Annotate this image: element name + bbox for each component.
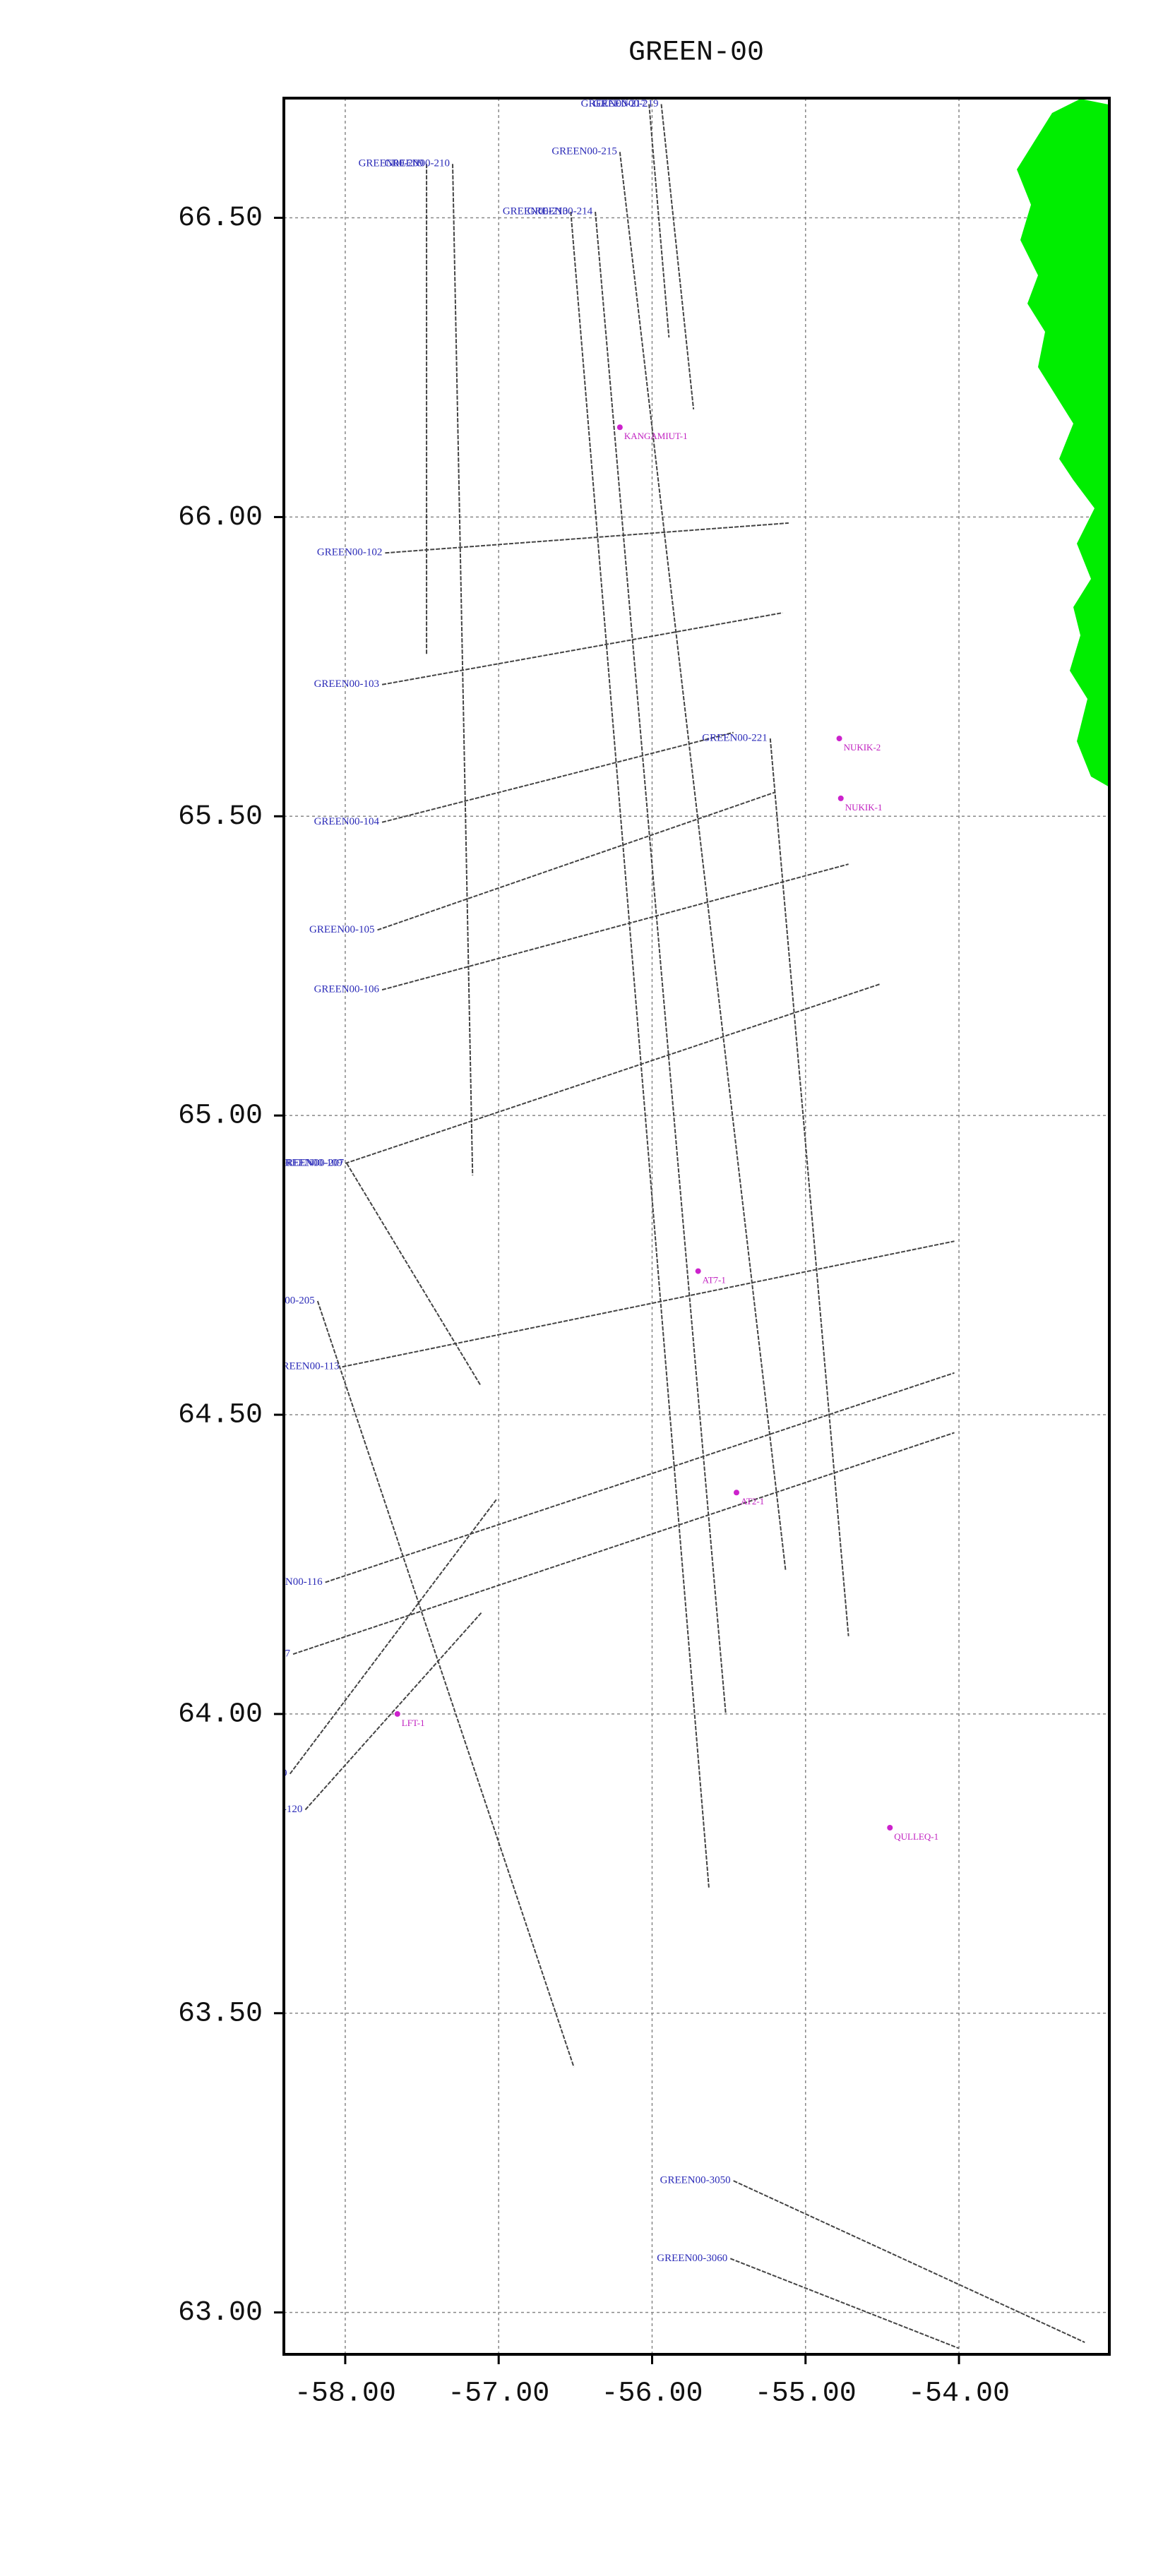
survey-line [381, 731, 734, 823]
line-label: GREEN00-109 [277, 1157, 342, 1168]
well [394, 1711, 400, 1717]
survey-line [385, 522, 789, 554]
survey-line [452, 164, 474, 1175]
y-tick-label: 63.50 [178, 1998, 263, 2030]
line-label: GREEN00-105 [309, 924, 375, 935]
line-label: GREEN00-3050 [660, 2175, 731, 2186]
line-label: GREEN00-120 [237, 1804, 303, 1815]
y-tick-label: 65.00 [178, 1101, 263, 1132]
line-label: GREEN00-213 [503, 206, 568, 217]
line-label: GREEN00-103 [314, 678, 380, 690]
survey-line [381, 863, 849, 991]
land [1017, 99, 1109, 787]
line-label: GREEN00-117 [225, 1648, 290, 1660]
survey-line [733, 2180, 1085, 2343]
survey-line [316, 1300, 575, 2068]
well [733, 1490, 739, 1496]
well-label: LFT-1 [402, 1718, 425, 1728]
survey-line [570, 211, 710, 1888]
landmass [1017, 99, 1109, 787]
survey-line [769, 738, 849, 1636]
plot-area: GREEN00-102 GREEN00-103 GREEN00-104 GREEN00… [222, 98, 1085, 2349]
y-tick-label: 66.50 [178, 203, 263, 234]
line-label: GREEN00-210 [385, 158, 451, 169]
well-label: AT7-1 [703, 1275, 726, 1286]
y-tick-label: 64.00 [178, 1699, 263, 1730]
line-label: GREEN00-205 [249, 1295, 315, 1306]
x-tick-label: -58.00 [294, 2378, 396, 2410]
well [616, 424, 623, 431]
line-label: GREEN00-119 [222, 1768, 287, 1779]
line-label: GREEN00-102 [317, 547, 383, 558]
line-label: GREEN00-219 [593, 98, 659, 109]
x-tick-label: -57.00 [448, 2378, 549, 2410]
line-label: GREEN00-106 [314, 984, 380, 995]
line-label: GREEN00-3060 [657, 2253, 727, 2264]
x-tick-label: -56.00 [601, 2378, 703, 2410]
survey-line [648, 104, 670, 338]
survey-line [289, 1498, 498, 1775]
survey-line [595, 211, 727, 1714]
line-label: GREEN00-214 [527, 206, 593, 217]
line-label: GREEN00-207 [279, 1157, 345, 1168]
chart-title: GREEN-00 [628, 37, 764, 69]
y-tick-label: 66.00 [178, 502, 263, 534]
line-label: GREEN00-209 [359, 158, 424, 169]
x-tick-label: -54.00 [908, 2378, 1010, 2410]
survey-line [292, 1432, 955, 1655]
survey-line [619, 152, 787, 1571]
line-label: GREEN00-113 [275, 1361, 340, 1372]
survey-line [304, 1612, 483, 1811]
well [836, 736, 842, 742]
y-tick-label: 63.00 [178, 2297, 263, 2329]
line-label: GREEN00-215 [551, 146, 617, 157]
survey-line [377, 791, 775, 931]
survey-line [660, 104, 695, 409]
y-tick-label: 64.50 [178, 1400, 263, 1432]
well-label: AT2-1 [741, 1496, 764, 1506]
well [887, 1824, 893, 1831]
well-label: NUKIK-2 [844, 742, 881, 753]
grid [284, 98, 1109, 2354]
well [837, 795, 844, 801]
survey-line [346, 1163, 481, 1386]
line-label: GREEN00-217 [581, 98, 647, 109]
survey-line [325, 1372, 955, 1583]
y-tick-label: 65.50 [178, 801, 263, 833]
labels: -58.00 -57.00 -56.00 -55.00 -54.00 63.00 63.50… [178, 203, 1010, 2409]
line-label: GREEN00-116 [258, 1576, 323, 1588]
survey-line [729, 2258, 960, 2349]
well [695, 1268, 701, 1274]
survey-line [345, 983, 881, 1164]
well-label: KANGAMIUT-1 [624, 431, 688, 441]
survey-line [342, 1240, 955, 1368]
survey-line [381, 612, 783, 685]
line-label: GREEN00-104 [314, 816, 380, 827]
well-label: QULLEQ-1 [894, 1831, 938, 1842]
x-tick-label: -55.00 [755, 2378, 857, 2410]
plot-frame [282, 97, 1111, 2356]
line-label: GREEN00-221 [702, 733, 768, 744]
well-label: NUKIK-1 [845, 802, 883, 813]
